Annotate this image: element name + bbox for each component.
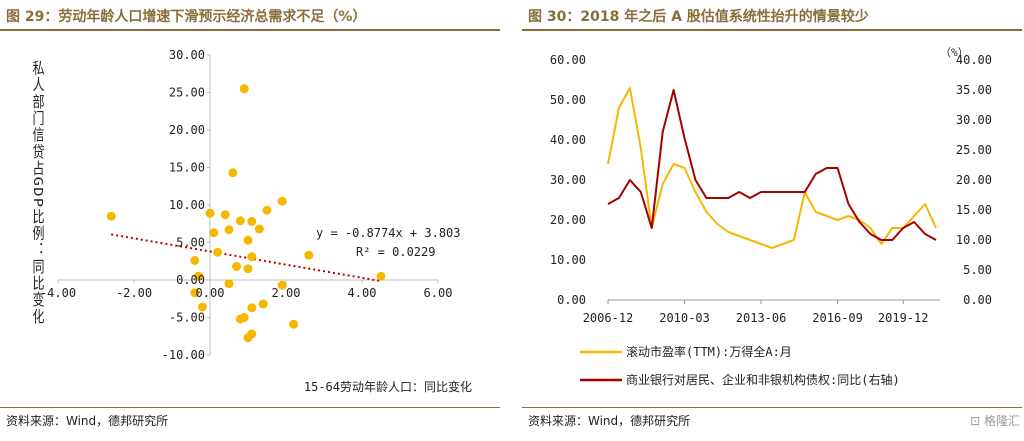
scatter-point xyxy=(289,319,299,329)
scatter-x-tick-label: 6.00 xyxy=(424,286,453,300)
scatter-point xyxy=(209,228,219,238)
scatter-point xyxy=(220,210,230,220)
right-y-tick-label: 20.00 xyxy=(956,173,992,187)
scatter-point xyxy=(224,279,234,289)
left-title-rule xyxy=(0,29,500,31)
line-x-tick-label: 2010-03 xyxy=(659,311,710,325)
scatter-point xyxy=(254,224,264,234)
scatter-y-tick-label: 5.00 xyxy=(176,236,205,250)
scatter-point xyxy=(247,252,257,262)
scatter-point xyxy=(235,314,245,324)
scatter-point xyxy=(376,271,386,281)
left-y-tick-label: 60.00 xyxy=(550,53,586,67)
scatter-point xyxy=(277,280,287,290)
right-title-rule xyxy=(522,29,1022,31)
left-y-tick-label: 50.00 xyxy=(550,93,586,107)
left-y-tick-label: 40.00 xyxy=(550,133,586,147)
right-y-tick-label: 25.00 xyxy=(956,143,992,157)
scatter-point xyxy=(224,225,234,235)
right-y-tick-label: 30.00 xyxy=(956,113,992,127)
scatter-point xyxy=(243,333,253,343)
scatter-point xyxy=(106,211,116,221)
line-x-tick-label: 2016-09 xyxy=(812,311,863,325)
scatter-point xyxy=(232,262,242,271)
right-y-tick-label: 5.00 xyxy=(963,263,992,277)
scatter-point xyxy=(243,235,253,245)
scatter-y-tick-label: 0.00 xyxy=(176,273,205,287)
scatter-y-tick-label: 15.00 xyxy=(169,161,205,175)
pe-ratio-line xyxy=(607,87,937,249)
watermark-text: 格隆汇 xyxy=(983,414,1020,428)
scatter-point xyxy=(194,271,204,281)
left-y-tick-label: 10.00 xyxy=(550,253,586,267)
scatter-point xyxy=(243,264,253,274)
left-y-tick-label: 30.00 xyxy=(550,173,586,187)
scatter-y-tick-label: 20.00 xyxy=(169,123,205,137)
scatter-point xyxy=(205,208,215,218)
scatter-point xyxy=(304,250,314,260)
bank-credit-growth-line xyxy=(607,89,937,241)
left-figure-title: 图 29：劳动年龄人口增速下滑预示经济总需求不足（%） xyxy=(6,9,367,25)
right-figure-title: 图 30：2018 年之后 A 股估值系统性抬升的情景较少 xyxy=(528,9,869,25)
left-source-rule xyxy=(0,407,500,408)
scatter-chart: -10.00 -5.00 0.00 5.00 10.00 15.00 20.00 25.00 3… xyxy=(31,48,472,394)
scatter-x-tick-label: 2.00 xyxy=(272,286,301,300)
scatter-trendline xyxy=(111,233,382,283)
scatter-point xyxy=(190,256,200,265)
scatter-x-tick-label: 0.00 xyxy=(196,286,225,300)
scatter-point xyxy=(239,84,249,94)
legend-label-pe-ratio: 滚动市盈率(TTM):万得全A:月 xyxy=(626,344,792,359)
scatter-x-tick-label: -4.00 xyxy=(40,286,76,300)
left-y-tick-label: 0.00 xyxy=(557,293,586,307)
line-x-tick-label: 2006-12 xyxy=(583,311,634,325)
scatter-point xyxy=(235,216,245,226)
scatter-y-tick-label: 10.00 xyxy=(169,198,205,212)
legend-label-bank-credit: 商业银行对居民、企业和非银机构债权:同比(右轴) xyxy=(626,372,900,387)
scatter-x-axis-label: 15-64劳动年龄人口：同比变化 xyxy=(304,379,472,394)
line-x-tick-label: 2013-06 xyxy=(736,311,787,325)
scatter-y-tick-label: 25.00 xyxy=(169,86,205,100)
scatter-point xyxy=(262,205,272,215)
right-y-tick-label: 0.00 xyxy=(963,293,992,307)
scatter-y-tick-label: 30.00 xyxy=(169,48,205,62)
scatter-x-tick-label: -2.00 xyxy=(116,286,152,300)
scatter-x-tick-label: 4.00 xyxy=(348,286,377,300)
line-chart: 0.00 10.00 20.00 30.00 40.00 50.00 60.00 0.00 5.… xyxy=(550,46,992,387)
right-y-tick-label: 40.00 xyxy=(956,53,992,67)
scatter-point xyxy=(197,302,207,312)
right-y-tick-label: 10.00 xyxy=(956,233,992,247)
right-y-tick-label: 35.00 xyxy=(956,83,992,97)
right-source-note: 资料来源：Wind，德邦研究所 xyxy=(528,414,691,428)
scatter-y-axis-label: 私人部门信贷占GDP比例：同比变化 xyxy=(31,59,45,325)
scatter-point xyxy=(190,288,200,298)
scatter-point xyxy=(247,303,257,313)
left-chart-panel: 图 29：劳动年龄人口增速下滑预示经济总需求不足（%） -10.00 -5.00 0… xyxy=(0,0,500,441)
right-chart-panel: 图 30：2018 年之后 A 股估值系统性抬升的情景较少 0.00 10.00 2… xyxy=(522,0,1022,441)
left-source-note: 资料来源：Wind，德邦研究所 xyxy=(6,414,169,428)
right-y-tick-label: 15.00 xyxy=(956,203,992,217)
trendline-equation: y = -0.8774x + 3.803 xyxy=(316,226,461,240)
left-y-tick-label: 20.00 xyxy=(550,213,586,227)
scatter-point xyxy=(213,247,223,257)
scatter-point xyxy=(228,168,238,178)
right-axis-unit: （%） xyxy=(940,46,969,59)
watermark-logo: ⊡ 格隆汇 xyxy=(970,414,1020,428)
scatter-point xyxy=(277,196,287,206)
right-source-rule xyxy=(522,407,1022,408)
scatter-point xyxy=(247,217,257,226)
line-x-tick-label: 2019-12 xyxy=(878,311,929,325)
scatter-point xyxy=(258,299,268,309)
r-squared-label: R² = 0.0229 xyxy=(356,245,435,259)
scatter-y-tick-label: -10.00 xyxy=(162,348,205,362)
scatter-y-tick-label: -5.00 xyxy=(169,311,205,325)
